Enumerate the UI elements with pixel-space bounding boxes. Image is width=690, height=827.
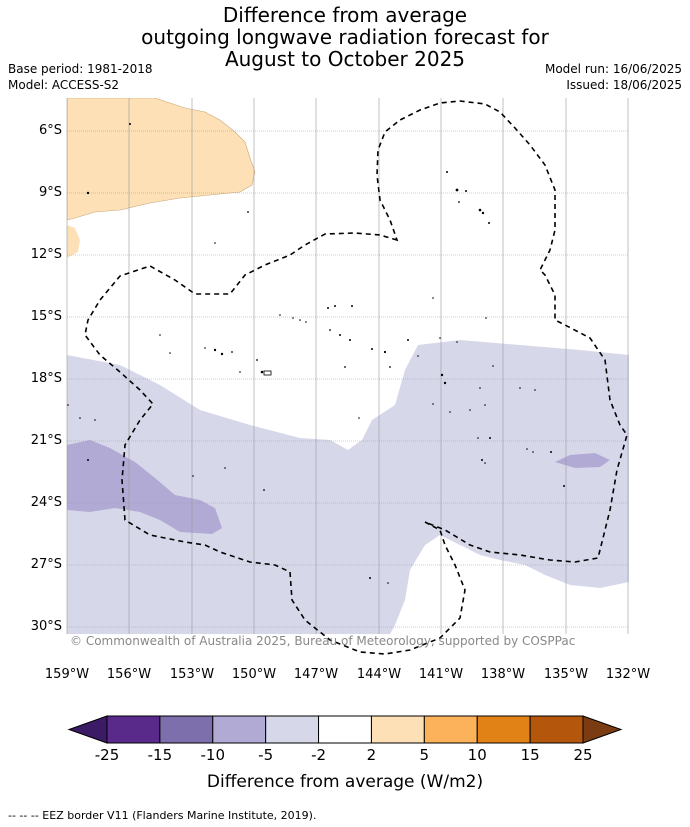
lon-label: 156°W [106, 667, 152, 682]
lat-label: 15°S [30, 309, 62, 324]
anomaly-medium-region [67, 440, 222, 534]
issued-date: Issued: 18/06/2025 [566, 78, 682, 92]
lon-label: 150°W [231, 667, 277, 682]
lon-label: 159°W [44, 667, 90, 682]
model-name: Model: ACCESS-S2 [8, 78, 120, 92]
colorbar-segment [423, 715, 478, 744]
colorbar-tick-label: 5 [419, 746, 430, 764]
colorbar-tick-label: -5 [258, 746, 274, 764]
colorbar-tick-label: 15 [520, 746, 540, 764]
title-line-1: Difference from average [222, 3, 468, 27]
copyright-notice: © Commonwealth of Australia 2025, Bureau… [70, 634, 576, 648]
colorbar-tick-label: 2 [366, 746, 377, 764]
colorbar-segment [159, 715, 214, 744]
lat-label: 9°S [38, 185, 62, 200]
colorbar [67, 715, 623, 744]
islands [67, 123, 565, 584]
lat-label: 21°S [30, 433, 62, 448]
latitude-gridlines [67, 130, 629, 628]
model-run: Model run: 16/06/2025 [544, 62, 682, 76]
colorbar-segment [476, 715, 531, 744]
eez-border [84, 100, 628, 655]
colorbar-tick-label: -15 [147, 746, 173, 764]
anomaly-positive-region [67, 98, 256, 221]
colorbar-segment [265, 715, 320, 744]
anomaly-light-region [67, 340, 629, 634]
lon-label: 153°W [169, 667, 215, 682]
lon-label: 144°W [356, 667, 402, 682]
colorbar-segment [106, 715, 161, 744]
colorbar-segment [370, 715, 425, 744]
colorbar-tick-label: 10 [467, 746, 487, 764]
island-outline [263, 370, 272, 376]
lon-label: 138°W [480, 667, 526, 682]
colorbar-segment [529, 715, 584, 744]
lat-label: 18°S [30, 371, 62, 386]
title-line-2: outgoing longwave radiation forecast for [141, 25, 549, 49]
lat-label: 27°S [30, 557, 62, 572]
colorbar-tick-label: -25 [94, 746, 120, 764]
lat-label: 30°S [30, 619, 62, 634]
colorbar-segment [318, 715, 372, 744]
map-plot [66, 98, 629, 655]
base-period: Base period: 1981-2018 [8, 62, 153, 76]
lat-label: 12°S [30, 247, 62, 262]
colorbar-tick-label: -2 [311, 746, 327, 764]
colorbar-arrow-high [582, 715, 623, 744]
lon-label: 132°W [605, 667, 651, 682]
lat-label: 6°S [38, 123, 62, 138]
longitude-gridlines [66, 98, 629, 634]
colorbar-segment [212, 715, 267, 744]
title-line-3: August to October 2025 [224, 47, 466, 71]
anomaly-positive-patch [67, 225, 80, 258]
lon-label: 135°W [543, 667, 589, 682]
anomaly-medium-patch-east [555, 453, 610, 468]
colorbar-arrow-low [67, 715, 108, 744]
eez-legend-note: -- -- -- EEZ border V11 (Flanders Marine… [8, 809, 317, 822]
lon-label: 141°W [418, 667, 464, 682]
lat-label: 24°S [30, 495, 62, 510]
colorbar-tick-label: 25 [573, 746, 593, 764]
colorbar-label: Difference from average (W/m2) [206, 772, 484, 792]
colorbar-tick-label: -10 [200, 746, 226, 764]
lon-label: 147°W [293, 667, 339, 682]
